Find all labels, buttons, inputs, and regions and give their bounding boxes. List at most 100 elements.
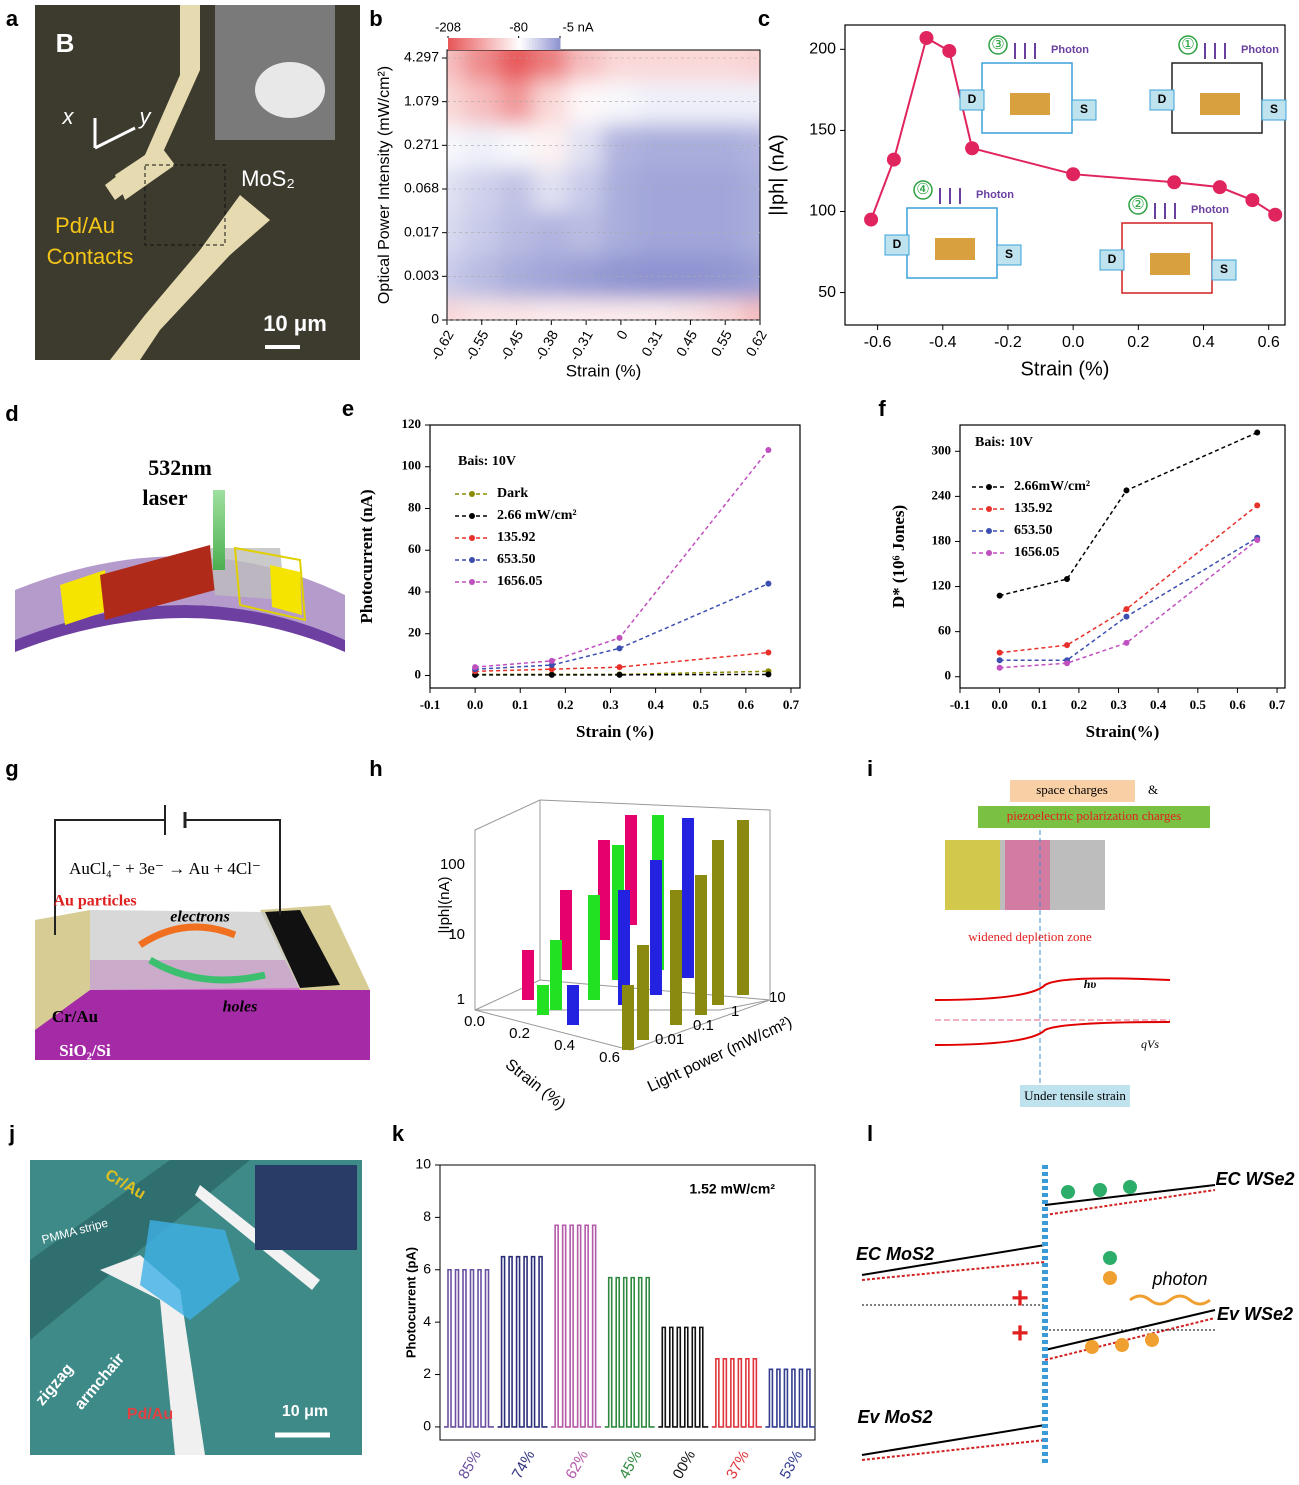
colorbar-label: -208 (435, 19, 461, 34)
label: EC WSe2 (1215, 1169, 1294, 1189)
micrograph-a (35, 5, 360, 360)
label: electrons (170, 909, 230, 926)
panel-letter: j (8, 1121, 15, 1146)
x-tick-label: -0.1 (420, 697, 441, 712)
label: 0.6 (599, 1049, 620, 1066)
x-tick-label: 0.0 (992, 697, 1008, 712)
x-tick-label: -0.45% (607, 1447, 645, 1480)
heat-cell (463, 166, 500, 212)
y-tick-label: 1.079 (404, 92, 439, 108)
y-tick-label: 6 (423, 1260, 431, 1276)
inset-device (1150, 253, 1190, 275)
data-point (1123, 606, 1129, 612)
heat-cell (463, 79, 500, 125)
panel-letter: i (867, 756, 873, 781)
data-point (1064, 660, 1070, 666)
label: Strain (%) (502, 1056, 569, 1113)
y-axis-label: Optical Power Intensity (mW/cm²) (376, 66, 393, 304)
y-axis-label: Photocurrent (pA) (403, 1247, 418, 1358)
x-tick-label: -0.6 (864, 334, 892, 351)
data-point (919, 31, 933, 45)
inset-s: S (1080, 102, 1088, 116)
x-tick-label: 0.4 (1150, 697, 1167, 712)
panel-letter: h (369, 756, 382, 781)
label: Ev WSe2 (1217, 1304, 1293, 1324)
inset-number: ② (1131, 196, 1144, 213)
x-tick-label: 0.00% (663, 1447, 699, 1480)
inset-d: D (968, 92, 977, 106)
annotation: 1.52 mW/cm² (689, 1181, 775, 1197)
inset-device (1010, 93, 1050, 115)
spike-group (551, 1225, 601, 1427)
label: x (62, 104, 75, 129)
x-tick-label: 0.7 (1269, 697, 1286, 712)
y-axis-label: |Iph| (nA) (766, 134, 788, 216)
label: |Iph|(nA) (436, 877, 453, 934)
label: laser (142, 485, 187, 510)
x-tick-label: 0.31 (638, 327, 666, 359)
colorbar-label: -5 nA (562, 19, 593, 34)
annotation: Bais: 10V (458, 454, 516, 469)
label: AuCl₄⁻ + 3e⁻ → Au + 4Cl⁻ (69, 859, 261, 878)
label: space charges (1036, 782, 1108, 797)
y-tick-label: 0.003 (404, 267, 439, 283)
x-axis-label: Strain (%) (1021, 358, 1110, 380)
x-tick-label: -0.85% (446, 1447, 484, 1480)
x-tick-label: -0.62% (554, 1447, 592, 1480)
x-tick-label: -0.31 (566, 327, 596, 363)
colorbar-cell (557, 38, 560, 50)
x-tick-label: 0.0 (467, 697, 483, 712)
heat-cell (637, 79, 674, 125)
series-line (475, 584, 768, 670)
bar3d-bars (522, 815, 749, 1050)
x-tick-label: -0.38 (531, 327, 561, 363)
y-tick-label: 0 (423, 1418, 431, 1434)
legend-label: 135.92 (1014, 501, 1053, 516)
spike-group (498, 1257, 548, 1427)
data-point (1213, 180, 1227, 194)
label: Light power (mW/cm²) (645, 1014, 795, 1096)
device-d (15, 490, 345, 652)
data-point (617, 635, 623, 641)
label: 10 (448, 926, 465, 943)
y-axis-label: Photocurrent (nA) (357, 489, 376, 623)
y-tick-label: 8 (423, 1208, 431, 1224)
inset-device (935, 238, 975, 260)
label: 100 (440, 856, 465, 873)
spike-group (765, 1369, 815, 1427)
annotation: Bais: 10V (975, 435, 1033, 450)
legend-marker (469, 513, 475, 519)
label: + (1011, 1317, 1029, 1350)
label: qVs (1141, 1037, 1159, 1051)
label: 10 μm (263, 311, 327, 336)
panel-letter: k (392, 1121, 405, 1146)
data-point (997, 665, 1003, 671)
heat-cell (463, 210, 500, 256)
y-tick-label: 10 (415, 1156, 431, 1172)
data-point (1254, 537, 1260, 543)
label: Pd/Au (55, 213, 115, 238)
y-tick-label: 200 (809, 41, 836, 58)
inset-number: ④ (916, 181, 929, 198)
y-tick-label: 0 (415, 666, 422, 681)
y-axis-label: D* (10⁶ Jones) (889, 505, 908, 608)
label: Cr/Au (52, 1007, 98, 1026)
y-tick-label: 150 (809, 122, 836, 139)
x-tick-label: -0.74% (500, 1447, 538, 1480)
x-tick-label: 0.4 (647, 697, 664, 712)
legend-marker (986, 550, 992, 556)
label: y (138, 104, 153, 129)
x-tick-label: -0.45 (497, 327, 527, 363)
y-tick-label: 2 (423, 1365, 431, 1381)
heat-cell (637, 254, 674, 300)
inset-d: D (893, 237, 902, 251)
inset-s: S (1220, 262, 1228, 276)
inset-photon: Photon (1051, 44, 1089, 56)
legend-label: 2.66mW/cm² (1014, 479, 1090, 494)
inset-number: ① (1181, 36, 1194, 53)
x-tick-label: -0.62 (427, 327, 457, 363)
data-point (1167, 175, 1181, 189)
x-tick-label: 0.53% (770, 1447, 806, 1480)
x-tick-label: -0.1 (950, 697, 971, 712)
x-tick-label: 0.62 (742, 327, 770, 359)
